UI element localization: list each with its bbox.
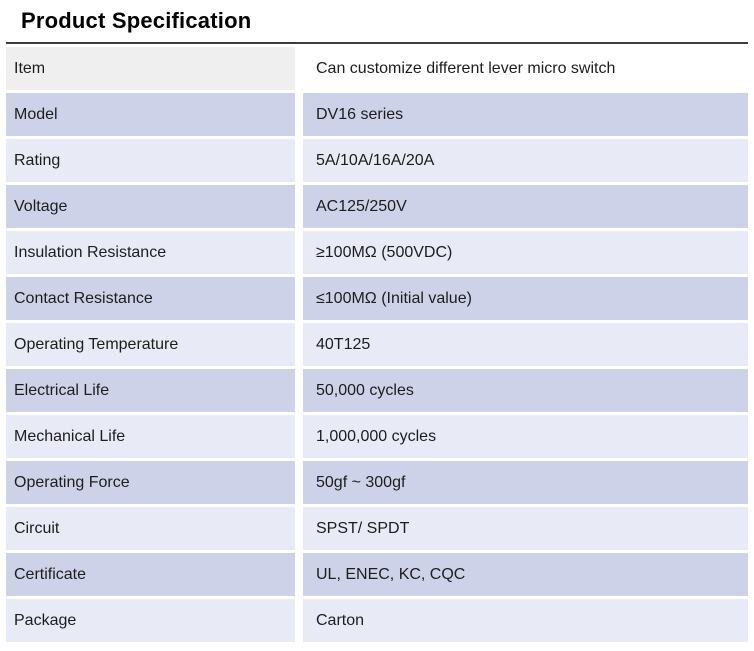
table-row: Voltage AC125/250V: [6, 185, 748, 228]
spec-label: Item: [6, 47, 303, 90]
spec-value: ≤100MΩ (Initial value): [303, 277, 748, 320]
table-row: Model DV16 series: [6, 93, 748, 136]
table-row: Insulation Resistance ≥100MΩ (500VDC): [6, 231, 748, 274]
spec-label: Circuit: [6, 507, 303, 550]
spec-table: Item Can customize different lever micro …: [6, 44, 748, 645]
spec-value: ≥100MΩ (500VDC): [303, 231, 748, 274]
spec-label: Electrical Life: [6, 369, 303, 412]
spec-value: SPST/ SPDT: [303, 507, 748, 550]
spec-label: Package: [6, 599, 303, 642]
table-row: Operating Force 50gf ~ 300gf: [6, 461, 748, 504]
table-row: Certificate UL, ENEC, KC, CQC: [6, 553, 748, 596]
table-row: Circuit SPST/ SPDT: [6, 507, 748, 550]
table-row: Item Can customize different lever micro …: [6, 47, 748, 90]
spec-table-body: Item Can customize different lever micro …: [6, 47, 748, 642]
spec-value: 50gf ~ 300gf: [303, 461, 748, 504]
spec-value: 40T125: [303, 323, 748, 366]
page-title: Product Specification: [21, 8, 252, 33]
spec-label: Mechanical Life: [6, 415, 303, 458]
spec-label: Voltage: [6, 185, 303, 228]
spec-value: AC125/250V: [303, 185, 748, 228]
spec-value: Carton: [303, 599, 748, 642]
spec-label: Rating: [6, 139, 303, 182]
spec-label: Operating Temperature: [6, 323, 303, 366]
table-row: Contact Resistance ≤100MΩ (Initial value): [6, 277, 748, 320]
spec-value: 1,000,000 cycles: [303, 415, 748, 458]
spec-value: 5A/10A/16A/20A: [303, 139, 748, 182]
spec-table-container: Item Can customize different lever micro …: [6, 42, 748, 645]
spec-value: UL, ENEC, KC, CQC: [303, 553, 748, 596]
table-row: Electrical Life 50,000 cycles: [6, 369, 748, 412]
table-row: Operating Temperature 40T125: [6, 323, 748, 366]
spec-value: 50,000 cycles: [303, 369, 748, 412]
table-row: Rating 5A/10A/16A/20A: [6, 139, 748, 182]
spec-label: Contact Resistance: [6, 277, 303, 320]
spec-label: Certificate: [6, 553, 303, 596]
spec-value: DV16 series: [303, 93, 748, 136]
table-row: Mechanical Life 1,000,000 cycles: [6, 415, 748, 458]
spec-label: Model: [6, 93, 303, 136]
spec-label: Operating Force: [6, 461, 303, 504]
spec-label: Insulation Resistance: [6, 231, 303, 274]
spec-value: Can customize different lever micro swit…: [303, 47, 748, 90]
table-row: Package Carton: [6, 599, 748, 642]
